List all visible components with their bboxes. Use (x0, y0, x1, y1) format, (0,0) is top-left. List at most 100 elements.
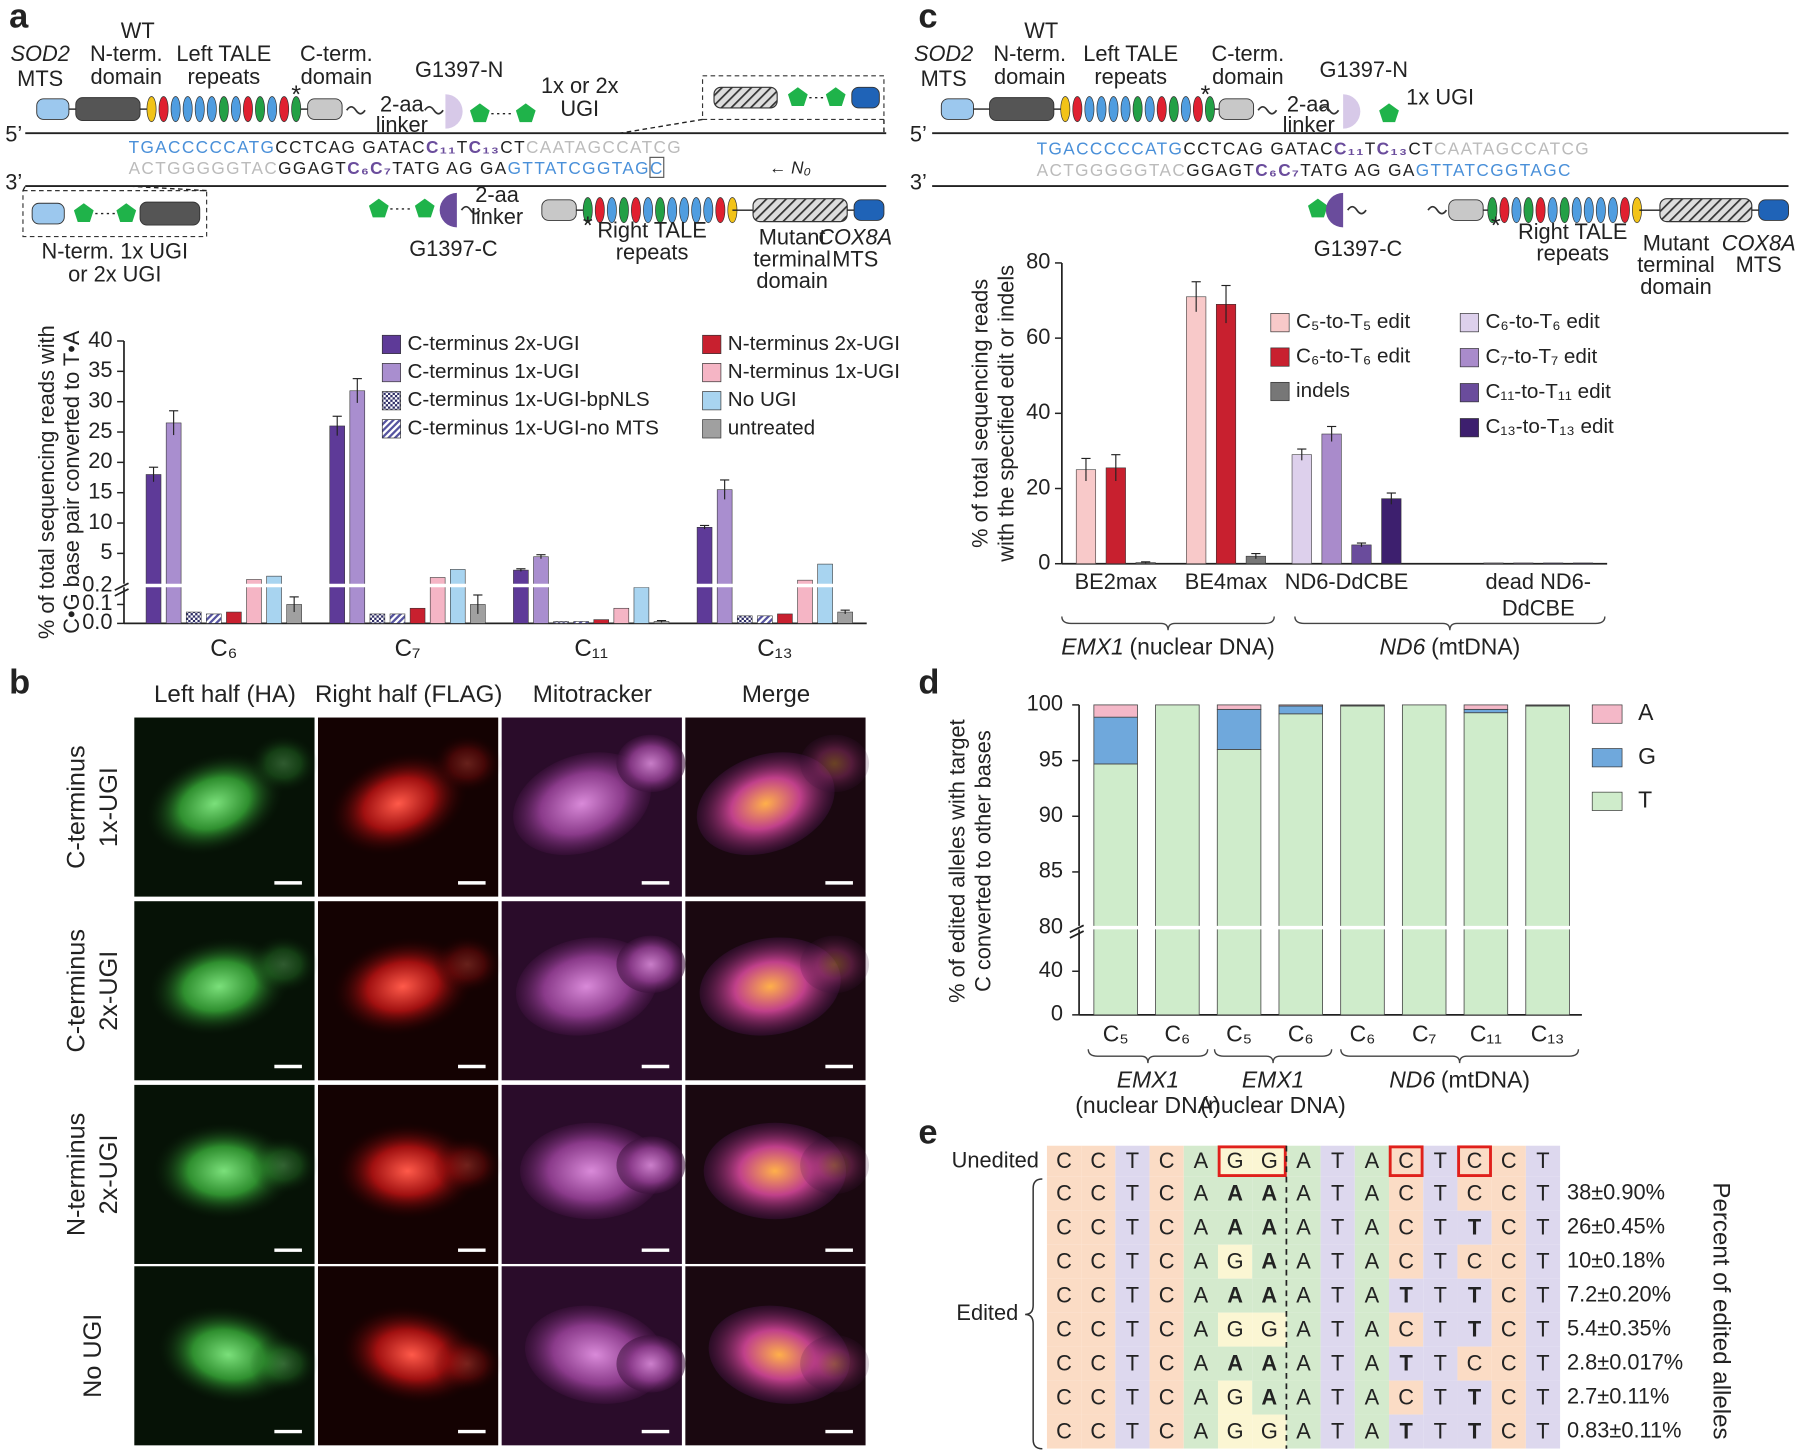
bar (633, 587, 650, 624)
base-letter: A (1365, 1181, 1380, 1206)
row-label: No UGI (79, 1314, 107, 1398)
stacked-bar (1340, 704, 1385, 706)
y-axis-label: C converted to other bases (971, 730, 996, 992)
stacked-bar (1216, 749, 1262, 1016)
base-cell (1320, 1244, 1355, 1279)
base-cell (1081, 1210, 1116, 1245)
label: G1397-C (409, 236, 497, 261)
tale-repeat (218, 96, 229, 123)
bar (206, 613, 222, 624)
base-cell (1046, 1210, 1082, 1245)
base-cell (1286, 1312, 1321, 1347)
base-cell (1217, 1210, 1253, 1245)
bar (409, 607, 426, 624)
legend-swatch (1270, 347, 1290, 367)
x-tick-text: ND6-DdCBE (1284, 570, 1409, 595)
legend-label: C₆-to-T₆ edit (1485, 310, 1599, 333)
stacked-bar (1155, 704, 1200, 1016)
base-letter: A (1261, 1385, 1277, 1410)
x-tick-label: dead ND6-DdCBE (1486, 571, 1591, 622)
base-letter: C (1467, 1181, 1483, 1206)
base-cell (1389, 1176, 1424, 1211)
linker-tilde (1346, 205, 1367, 215)
stacked-bar (1340, 705, 1385, 1016)
tale-repeat (715, 197, 726, 224)
base-letter: A (1194, 1215, 1209, 1240)
bar (266, 575, 282, 624)
tale-repeat (243, 96, 253, 123)
base-cell (1525, 1312, 1561, 1347)
percent-label: 0.83±0.11% (1567, 1418, 1682, 1443)
base-letter: T (1536, 1351, 1549, 1376)
base-cell (1217, 1244, 1253, 1279)
error-bar (332, 415, 342, 436)
cell-signal (616, 935, 686, 994)
stacked-bar (1278, 704, 1323, 707)
base-cell (1217, 1176, 1253, 1211)
cell-signal (249, 734, 318, 793)
ugi-pentagon (73, 203, 94, 222)
label: domain (91, 64, 163, 89)
base-cell (1183, 1414, 1218, 1449)
base-cell (1389, 1145, 1424, 1177)
bar (246, 579, 262, 624)
dna-strand: ACTGGGGGTACGGAGTC₆C₇TATG AG GAGTTATCGGTA… (1037, 160, 1572, 180)
tale-repeat (1060, 96, 1071, 123)
stacked-bar (1216, 708, 1262, 750)
bar (369, 613, 386, 624)
ugi-pentagon (1379, 103, 1399, 123)
tale-repeat (1547, 197, 1558, 224)
strand-segment: CT (1408, 138, 1434, 158)
base-cell (1525, 1278, 1561, 1313)
cell-signal (432, 1136, 502, 1194)
cell-signal (249, 935, 318, 994)
tale-repeat (1120, 96, 1131, 123)
error-bar (473, 594, 483, 614)
base-cell (1354, 1210, 1390, 1245)
base-letter: C (1159, 1148, 1175, 1173)
bar (1351, 544, 1372, 564)
row-label: C-terminus (63, 929, 91, 1052)
base-cell (1423, 1380, 1458, 1415)
label: C-term. (1212, 41, 1285, 66)
bar (226, 611, 242, 624)
base-cell (1286, 1380, 1321, 1415)
y-axis-label: % of total sequencing reads (967, 279, 992, 548)
base-cell (1457, 1278, 1492, 1313)
legend-label: C-terminus 1x-UGI (408, 360, 580, 383)
base-cell (1183, 1244, 1218, 1279)
tale-repeat (1620, 197, 1630, 224)
strand-segment: GGAGT (278, 157, 347, 177)
base-cell (1183, 1278, 1218, 1313)
x-tick-label: C₇ (1412, 1021, 1437, 1047)
base-letter: C (1090, 1215, 1106, 1240)
base-letter: A (1365, 1283, 1380, 1308)
tale-repeat (1096, 96, 1107, 123)
row-label: N-terminus (63, 1113, 91, 1236)
base-letter: T (1126, 1249, 1139, 1274)
base-letter: T (1331, 1351, 1344, 1376)
base-cell (1320, 1346, 1355, 1381)
base-cell (1491, 1244, 1526, 1279)
cell-signal (696, 752, 835, 856)
group-bracket (1340, 1049, 1580, 1064)
y-tick-label: 40 (1039, 957, 1063, 982)
label: domain (756, 268, 827, 293)
legend-swatch (702, 334, 722, 354)
base-letter: T (1536, 1418, 1549, 1443)
tale-repeat (1132, 96, 1143, 123)
cell-signal (145, 752, 284, 856)
bar (145, 474, 162, 624)
stacked-bar (1278, 713, 1323, 1016)
base-cell (1046, 1380, 1082, 1415)
group-gene: EMX1 (1242, 1067, 1304, 1093)
strand-segment: C₁₁ (1334, 138, 1365, 158)
column-header: Mitotracker (533, 681, 652, 708)
base-letter: A (1365, 1215, 1380, 1240)
label: * (1491, 212, 1501, 240)
tale-repeat (279, 96, 290, 123)
tale-repeat (291, 96, 302, 123)
base-letter: C (1501, 1181, 1517, 1206)
base-letter: C (1159, 1317, 1175, 1342)
tale-repeat (1205, 96, 1215, 123)
